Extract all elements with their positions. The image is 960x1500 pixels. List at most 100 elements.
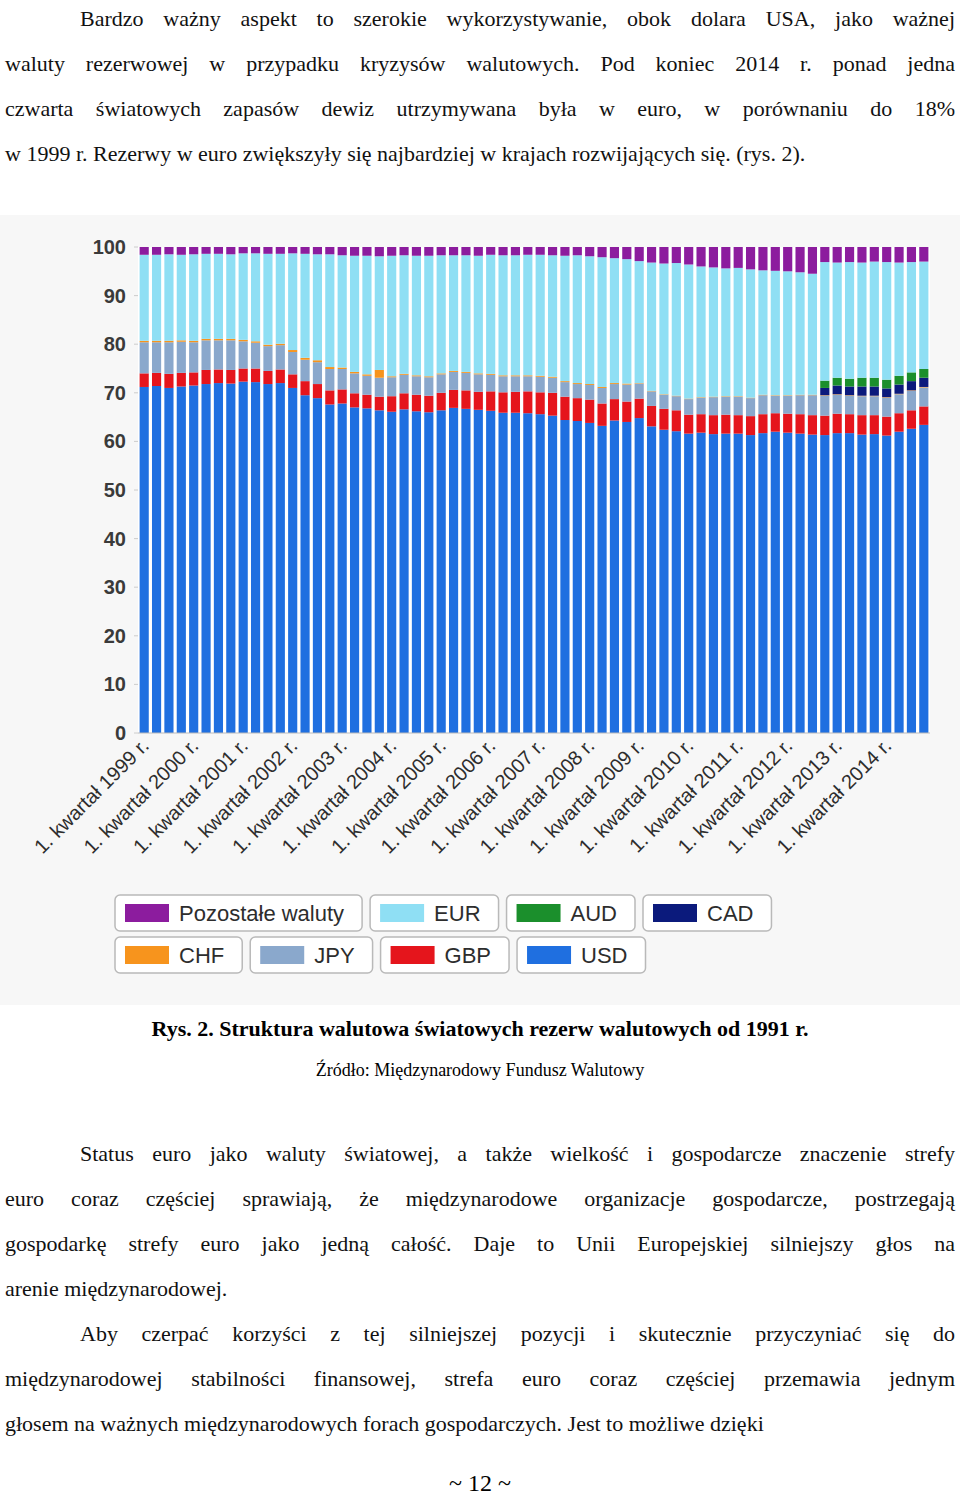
bar-segment <box>239 253 248 340</box>
bar-segment <box>251 341 260 342</box>
bar-segment <box>560 397 569 420</box>
bar-segment <box>140 387 149 733</box>
bar-segment <box>201 339 210 340</box>
bar-segment <box>647 263 656 391</box>
bar-segment <box>857 263 866 378</box>
bar-segment <box>783 414 792 433</box>
bar-segment <box>140 373 149 387</box>
bar-segment <box>226 254 235 339</box>
text-line: arenie międzynarodowej. <box>5 1266 955 1311</box>
bar-segment <box>313 398 322 733</box>
bar-segment <box>375 378 384 397</box>
legend-item: USD <box>517 937 645 973</box>
bar-segment <box>362 247 371 256</box>
bar-segment <box>152 373 161 386</box>
bar-segment <box>375 370 384 378</box>
bar-segment <box>350 256 359 372</box>
bar-segment <box>412 376 421 394</box>
bar-segment <box>498 247 507 255</box>
bar-segment <box>783 396 792 414</box>
bar-segment <box>226 247 235 254</box>
bar-segment <box>449 255 458 371</box>
bar-segment <box>189 372 198 385</box>
text-line: Aby czerpać korzyści z tej silniejszej p… <box>5 1311 955 1356</box>
bar-segment <box>214 369 223 383</box>
bar-segment <box>696 266 705 397</box>
bar-segment <box>907 372 916 381</box>
bar-segment <box>313 247 322 254</box>
bar-segment <box>573 247 582 255</box>
bar-segment <box>919 425 928 733</box>
bar-segment <box>214 339 223 340</box>
bar-segment <box>424 412 433 733</box>
bar-segment <box>189 341 198 342</box>
y-tick-label: 40 <box>104 528 126 550</box>
bar-segment <box>325 390 334 404</box>
bar-segment <box>251 382 260 733</box>
bar-segment <box>189 342 198 372</box>
bar-segment <box>783 433 792 733</box>
tick-mark <box>134 684 138 685</box>
bar-segment <box>511 255 520 375</box>
bar-segment <box>461 390 470 408</box>
bar-segment <box>214 340 223 369</box>
bar-segment <box>808 415 817 434</box>
bar-segment <box>808 435 817 733</box>
bar-segment <box>771 432 780 733</box>
legend-box <box>115 937 242 973</box>
bar-segment <box>177 255 186 341</box>
bar-segment <box>164 254 173 341</box>
legend-box <box>381 937 509 973</box>
bar-segment <box>164 374 173 388</box>
bar-segment <box>201 370 210 384</box>
bar-segment <box>894 413 903 431</box>
bar-segment <box>870 378 879 387</box>
bar-segment <box>882 417 891 436</box>
paragraph: Status euro jako waluty światowej, a tak… <box>5 1131 955 1311</box>
bar-segment <box>833 386 842 395</box>
bar-segment <box>560 256 569 381</box>
bar-segment <box>387 256 396 377</box>
bar-segment <box>313 360 322 362</box>
bar-segment <box>276 344 285 345</box>
bar-segment <box>474 410 483 733</box>
bar-segment <box>424 256 433 377</box>
bar-segment <box>362 376 371 395</box>
bar-segment <box>201 247 210 254</box>
bar-segment <box>399 247 408 255</box>
bar-segment <box>795 395 804 414</box>
bar-segment <box>536 392 545 414</box>
plot-area <box>138 247 930 733</box>
legend-label: Pozostałe waluty <box>179 901 344 926</box>
bar-segment <box>177 386 186 733</box>
bar-segment <box>387 396 396 412</box>
bar-segment <box>870 386 879 395</box>
figure-caption: Rys. 2. Struktura walutowa światowych re… <box>0 1016 960 1042</box>
paragraph: Bardzo ważny aspekt to szerokie wykorzys… <box>5 0 955 176</box>
bar-segment <box>684 415 693 434</box>
bar-segment <box>585 385 594 400</box>
bar-segment <box>412 395 421 412</box>
bar-segment <box>263 254 272 345</box>
bar-segment <box>758 395 767 414</box>
bar-segment <box>734 268 743 396</box>
legend-swatch <box>125 946 169 964</box>
bar-segment <box>375 247 384 256</box>
bar-segment <box>597 257 606 387</box>
bar-segment <box>635 399 644 418</box>
bar-segment <box>635 418 644 733</box>
bar-segment <box>820 435 829 733</box>
bar-segment <box>164 341 173 342</box>
bar-segment <box>597 426 606 733</box>
bar-segment <box>461 409 470 733</box>
bar-segment <box>276 254 285 344</box>
bar-segment <box>276 247 285 254</box>
bar-segment <box>659 247 668 264</box>
bar-segment <box>882 398 891 417</box>
bar-segment <box>622 402 631 422</box>
bar-segment <box>857 247 866 263</box>
bar-segment <box>474 256 483 374</box>
text-line: międzynarodowej stabilności finansowej, … <box>5 1356 955 1401</box>
bar-segment <box>734 397 743 415</box>
bar-segment <box>387 377 396 396</box>
